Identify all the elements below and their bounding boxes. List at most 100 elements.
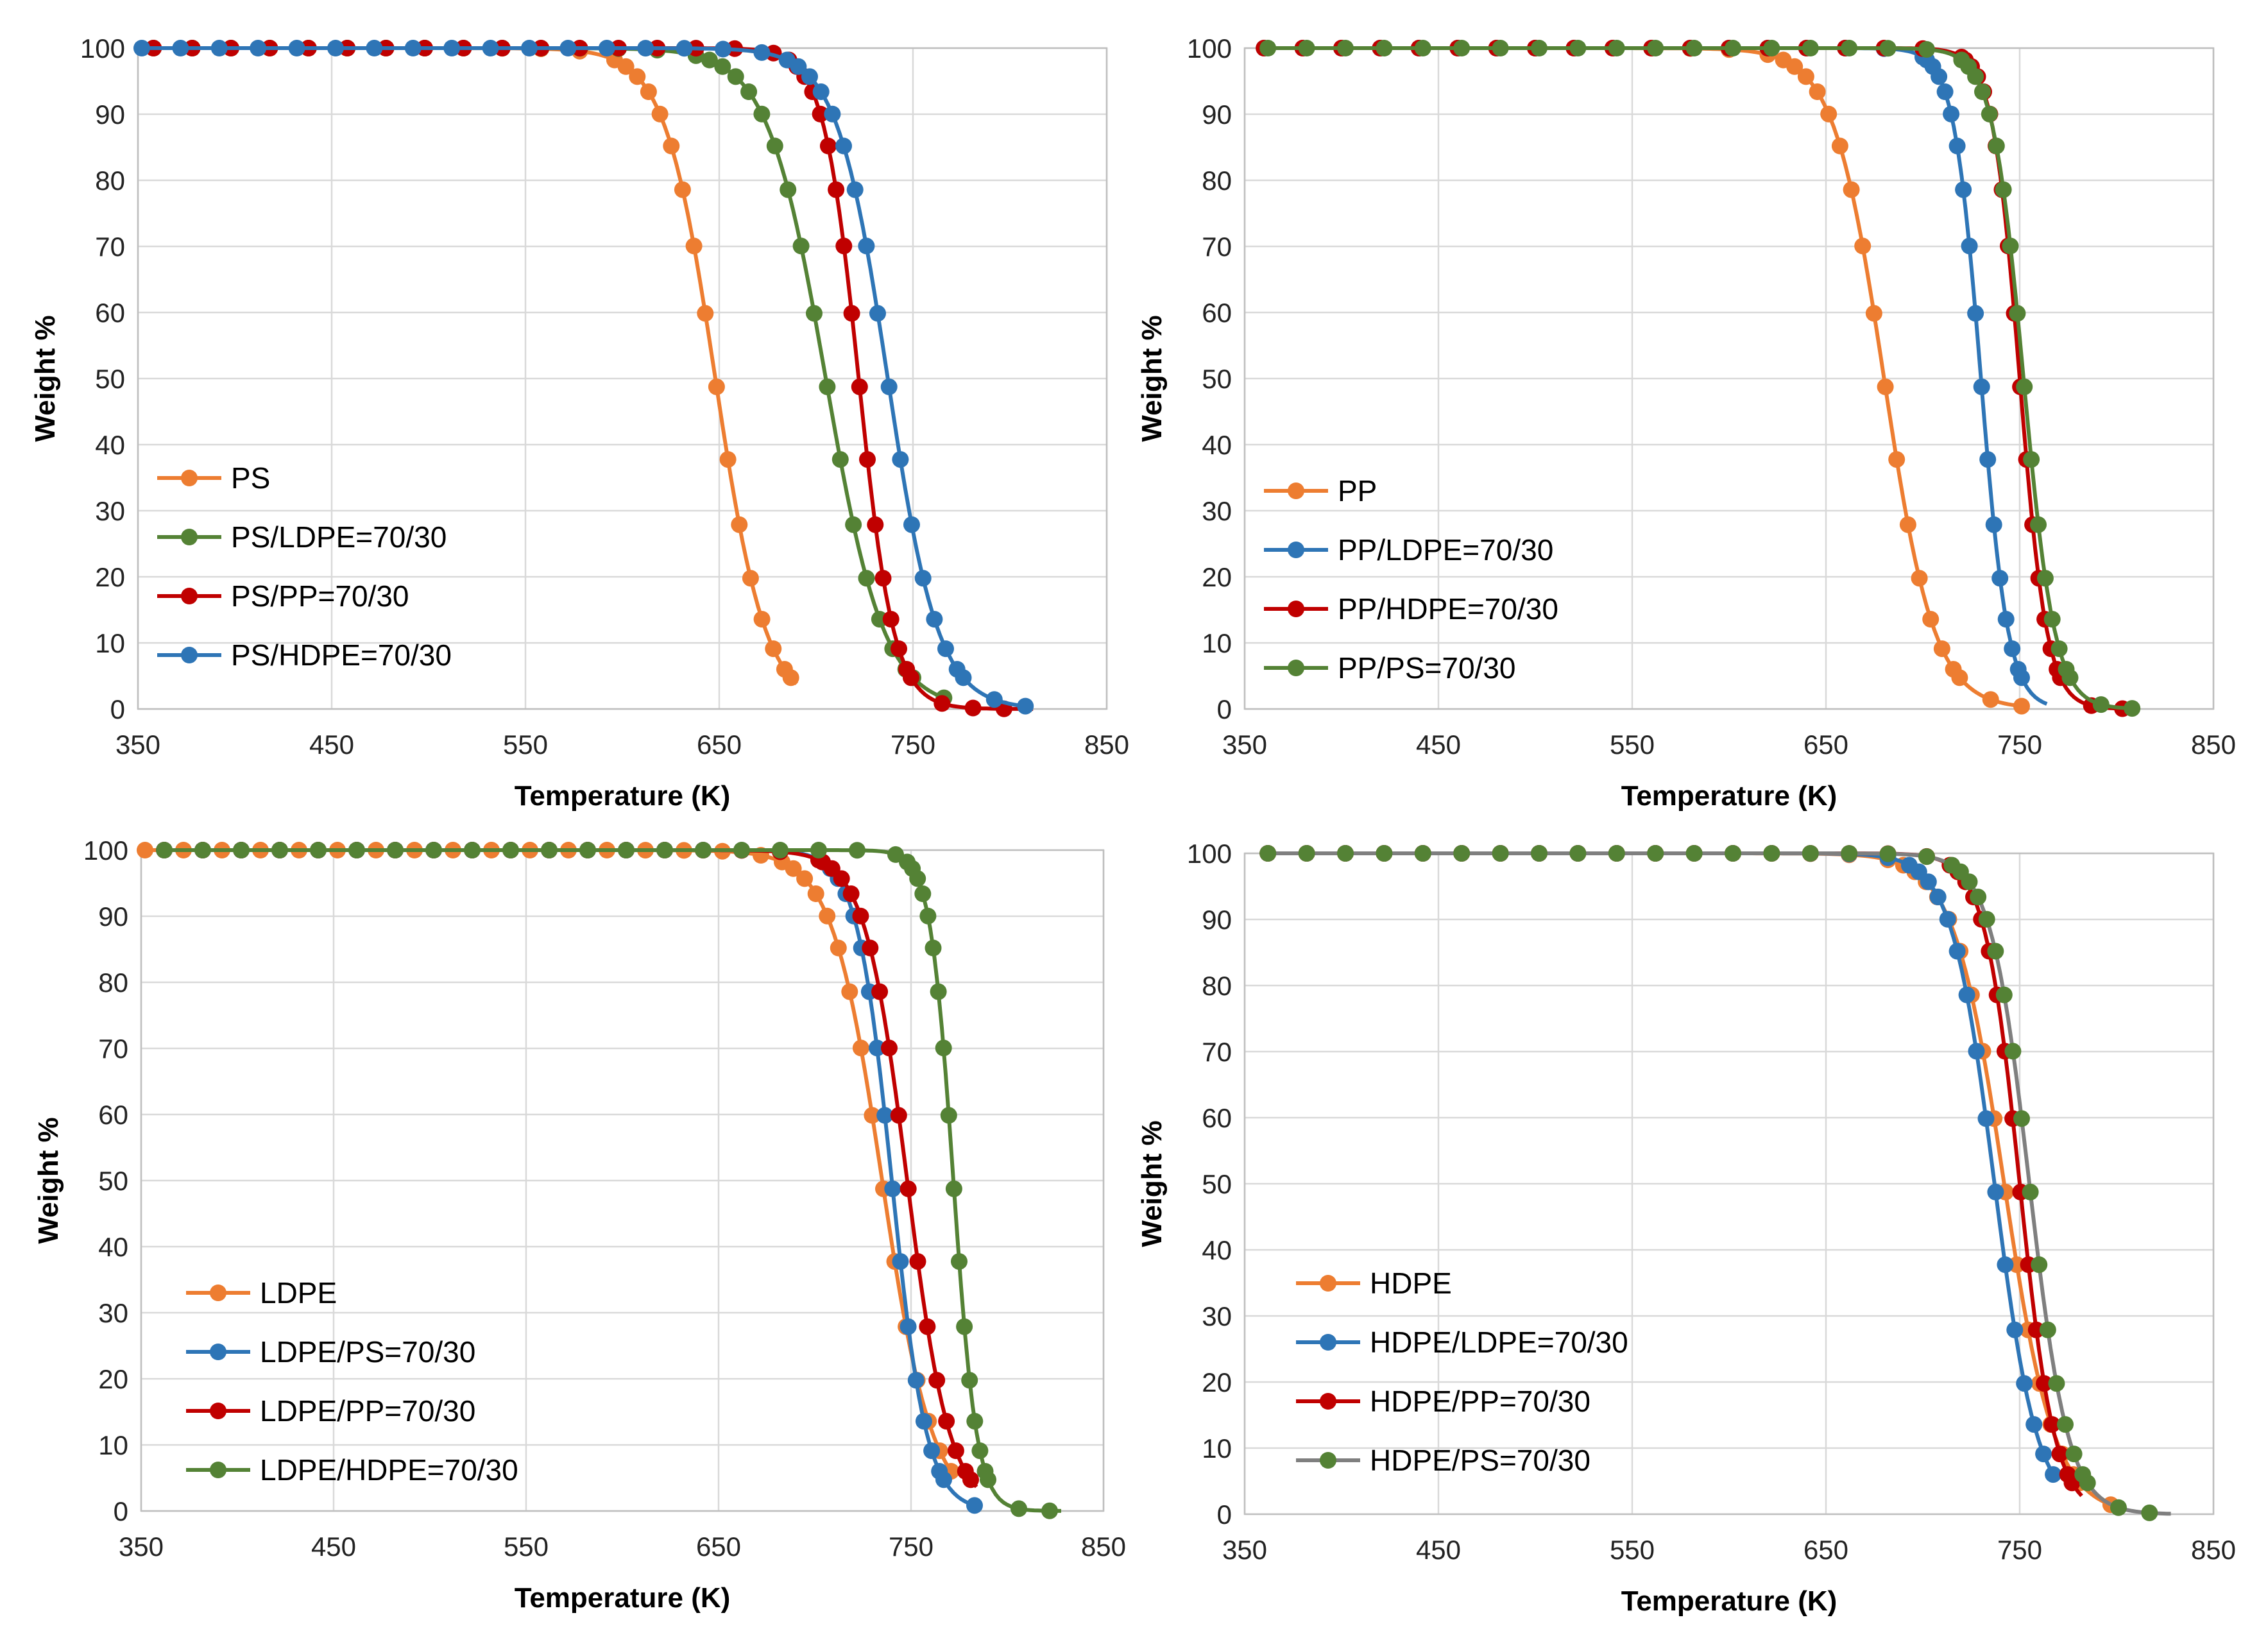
data-point (852, 907, 869, 925)
data-point (851, 378, 868, 395)
legend-swatch-marker (210, 1403, 226, 1419)
data-point (892, 1253, 909, 1270)
data-point (824, 105, 841, 123)
data-point (1958, 986, 1975, 1003)
data-point (955, 669, 972, 687)
data-point (1820, 105, 1837, 123)
legend: PP PP/LDPE=70/30 PP/HDPE=70/30 PP/PS=70/30 (1264, 474, 1558, 685)
legend-label: LDPE (260, 1276, 337, 1310)
data-point (366, 40, 383, 56)
legend: HDPE HDPE/LDPE=70/30 HDPE/PP=70/30 HDPE/PS=… (1296, 1267, 1628, 1477)
y-tick-label: 0 (1217, 1499, 1232, 1530)
y-tick-label: 90 (98, 901, 128, 932)
legend-label: HDPE (1370, 1267, 1452, 1300)
data-point (2045, 1466, 2062, 1483)
data-point (2051, 640, 2068, 658)
legend-label: PS (231, 461, 270, 495)
data-point (1865, 305, 1882, 322)
data-point (903, 516, 920, 533)
legend-swatch-marker (210, 1344, 226, 1360)
data-point (2004, 1043, 2022, 1060)
data-point (2006, 1321, 2024, 1338)
data-point (810, 842, 827, 858)
data-point (740, 83, 758, 100)
data-point (753, 44, 771, 61)
data-point (881, 1039, 898, 1057)
series-line (1268, 46, 2140, 711)
data-point (792, 237, 810, 255)
legend-swatch-marker (1320, 1452, 1336, 1469)
x-tick-label: 650 (697, 730, 742, 760)
legend-swatch-marker (181, 529, 198, 545)
legend-swatch-marker (181, 470, 198, 486)
data-point (900, 1318, 917, 1335)
y-tick-label: 10 (95, 628, 125, 658)
data-point (937, 640, 954, 658)
y-tick-label: 20 (1202, 1367, 1232, 1397)
data-point (945, 1180, 962, 1197)
data-point (1725, 845, 1741, 862)
data-point (1010, 1500, 1027, 1517)
x-tick-label: 350 (1222, 1535, 1267, 1565)
data-point (387, 842, 404, 858)
y-tick-label: 50 (1202, 1169, 1232, 1199)
data-point (940, 1107, 957, 1124)
data-point (2065, 1446, 2083, 1463)
data-point (2031, 1256, 2048, 1274)
data-point (1414, 40, 1431, 56)
data-point (1995, 181, 2012, 198)
data-point (890, 1107, 907, 1124)
data-point (782, 669, 799, 687)
data-point (676, 40, 693, 57)
data-point (2002, 237, 2019, 255)
data-point (1987, 943, 2004, 960)
data-point (233, 842, 250, 858)
x-axis-title: Temperature (K) (1621, 1585, 1837, 1617)
data-point (1843, 181, 1860, 198)
data-point (985, 691, 1003, 708)
legend-swatch-marker (1320, 1275, 1336, 1292)
data-point (656, 842, 673, 858)
legend-swatch-marker (1288, 482, 1304, 499)
data-point (1920, 873, 1937, 891)
x-axis-title: Temperature (K) (1621, 780, 1837, 812)
y-tick-label: 80 (1202, 971, 1232, 1001)
series-ldpe-pp-70-30 (156, 842, 979, 1489)
data-point (819, 137, 837, 155)
data-point (900, 1180, 917, 1197)
data-point (1931, 68, 1948, 85)
data-point (819, 907, 836, 925)
data-point (874, 570, 892, 587)
data-point (425, 842, 442, 858)
data-point (884, 1180, 901, 1197)
data-point (909, 1253, 926, 1270)
data-point (172, 40, 189, 56)
y-tick-label: 100 (1187, 839, 1232, 869)
legend-label: PP/LDPE=70/30 (1338, 533, 1553, 567)
data-point (1608, 845, 1625, 862)
data-point (951, 1253, 968, 1270)
data-point (907, 1372, 925, 1389)
data-point (1725, 40, 1741, 56)
data-point (482, 40, 499, 56)
y-tick-label: 60 (98, 1100, 128, 1130)
chart-panel-hdpe: 0 10 20 30 40 50 60 70 80 90 100 350 450 550 650 750 850… (1136, 839, 2236, 1617)
data-point (864, 1107, 881, 1124)
data-point (801, 68, 818, 85)
y-tick-label: 10 (1202, 1433, 1232, 1464)
y-tick-label: 60 (1202, 298, 1232, 328)
data-point (892, 451, 909, 468)
data-point (727, 68, 744, 85)
data-point (618, 842, 635, 858)
series-ps-hdpe-70-30 (133, 40, 1034, 715)
data-point (807, 885, 824, 902)
data-point (1961, 873, 1978, 891)
y-tick-label: 10 (1202, 628, 1232, 658)
data-point (2036, 570, 2054, 587)
data-point (640, 83, 657, 100)
legend-swatch-marker (1320, 1334, 1336, 1351)
data-point (1977, 1110, 1995, 1127)
data-point (1943, 105, 1960, 123)
data-point (914, 570, 932, 587)
data-point (1337, 40, 1354, 56)
